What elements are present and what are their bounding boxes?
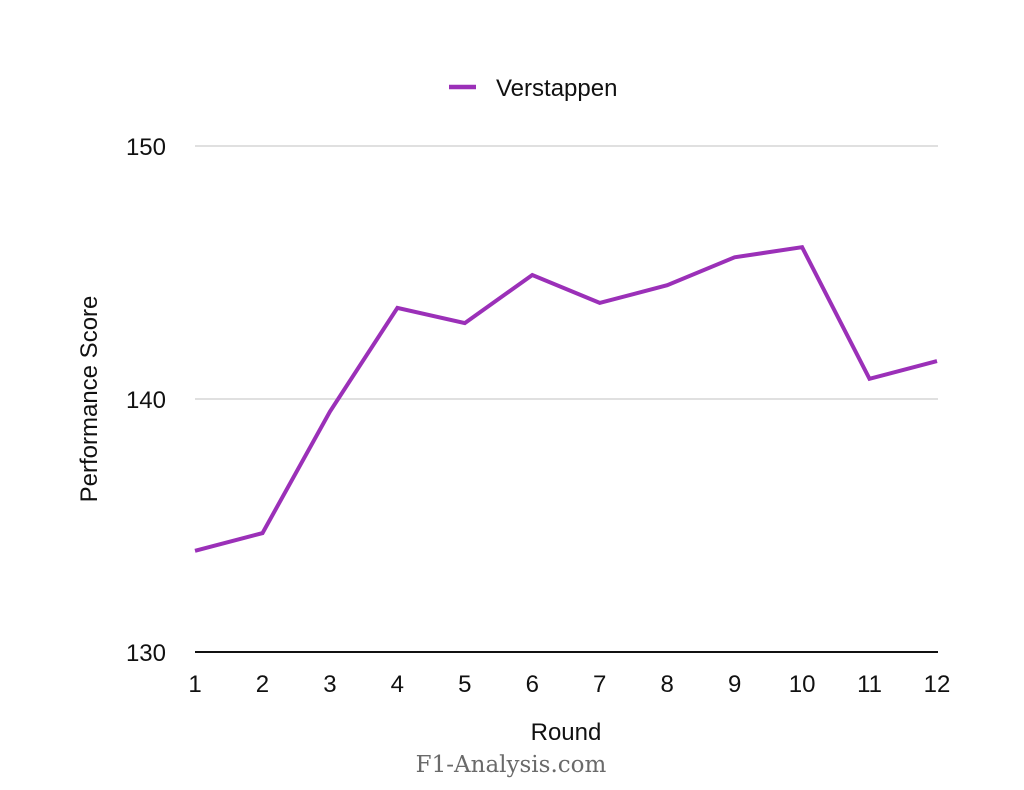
y-tick-label: 130: [126, 640, 166, 667]
x-tick-label: 1: [188, 671, 201, 698]
x-axis-title: Round: [531, 719, 602, 746]
y-axis-title: Performance Score: [76, 296, 103, 503]
y-axis-ticks: 130 140 150: [126, 134, 166, 667]
x-tick-label: 9: [728, 671, 741, 698]
x-axis-ticks: 1 2 3 4 5 6 7 8 9 10 11 12: [188, 671, 950, 698]
x-tick-label: 3: [323, 671, 336, 698]
x-tick-label: 2: [256, 671, 269, 698]
x-tick-label: 4: [391, 671, 404, 698]
series-line-verstappen: [194, 245, 938, 553]
legend-label-verstappen: Verstappen: [496, 75, 617, 102]
x-tick-label: 12: [924, 671, 951, 698]
gridlines: [195, 145, 938, 653]
x-tick-label: 8: [661, 671, 674, 698]
watermark-text: F1-Analysis.com: [411, 748, 611, 782]
x-tick-label: 7: [593, 671, 606, 698]
x-tick-label: 10: [789, 671, 816, 698]
y-tick-label: 140: [126, 387, 166, 414]
legend: Verstappen: [449, 75, 617, 102]
x-tick-label: 5: [458, 671, 471, 698]
x-tick-label: 11: [857, 671, 882, 698]
watermark: F1-Analysis.com: [0, 748, 1024, 790]
y-tick-label: 150: [126, 134, 166, 161]
x-tick-label: 6: [526, 671, 539, 698]
